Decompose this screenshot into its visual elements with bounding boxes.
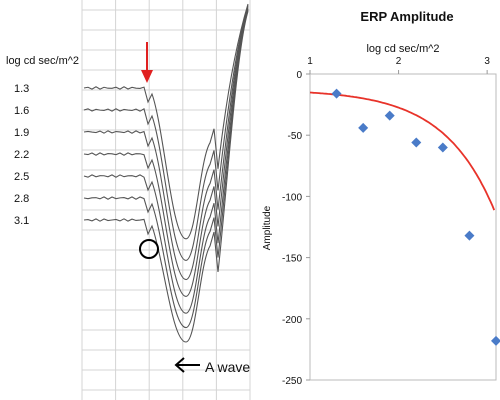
intensity-label: 2.5	[14, 171, 29, 183]
data-point	[491, 335, 500, 346]
intensity-labels: 1.3 1.6 1.9 2.2 2.5 2.8 3.1	[14, 83, 29, 227]
intensity-label: 1.6	[14, 105, 29, 117]
y-tick-label: -200	[282, 315, 302, 326]
erp-trace	[83, 5, 249, 261]
intensity-label: 3.1	[14, 215, 29, 227]
data-point	[331, 88, 342, 99]
erp-trace	[83, 3, 249, 240]
data-points	[331, 88, 500, 346]
y-tick-label: -100	[282, 192, 302, 203]
intensity-label: 2.8	[14, 193, 29, 205]
stimulus-arrow	[141, 42, 153, 83]
x-tick-label: 1	[307, 56, 313, 67]
data-point	[384, 110, 395, 121]
intensity-label: 1.9	[14, 127, 29, 139]
y-axis-label: Amplitude	[262, 205, 273, 250]
trend-curve	[309, 91, 496, 211]
x-tick-label: 3	[484, 56, 490, 67]
data-point	[464, 230, 475, 241]
erp-trace	[83, 9, 249, 329]
erp-traces-panel: log cd sec/m^2 1.3 1.6 1.9 2.2 2.5 2.8 3.1 A w…	[6, 0, 251, 400]
data-point	[411, 137, 422, 148]
erp-trace	[83, 11, 249, 343]
a-wave-arrow	[174, 357, 200, 373]
intensity-label: 2.2	[14, 149, 29, 161]
a-wave-label: A wave	[205, 359, 250, 375]
traces-axis-label: log cd sec/m^2	[6, 55, 79, 67]
chart-axes	[309, 73, 497, 381]
y-tick-label: -150	[282, 254, 302, 265]
erp-amplitude-chart: ERP Amplitude log cd sec/m^2 Amplitude 1…	[262, 9, 500, 387]
data-point	[437, 142, 448, 153]
chart-ticks: 1 2 3 0 -50 -100 -150 -200 -250	[282, 56, 490, 387]
data-point	[358, 122, 369, 133]
intensity-label: 1.3	[14, 83, 29, 95]
a-wave-onset-circle	[139, 239, 159, 259]
y-tick-label: 0	[296, 70, 302, 81]
x-axis-label: log cd sec/m^2	[366, 43, 439, 55]
plot-area	[309, 73, 497, 381]
chart-title: ERP Amplitude	[360, 9, 453, 24]
erp-traces	[83, 3, 249, 343]
erp-trace	[83, 7, 249, 297]
erp-trace	[83, 6, 249, 281]
erp-trace	[83, 8, 249, 314]
y-tick-label: -50	[288, 131, 303, 142]
x-tick-label: 2	[396, 56, 402, 67]
y-tick-label: -250	[282, 376, 302, 387]
